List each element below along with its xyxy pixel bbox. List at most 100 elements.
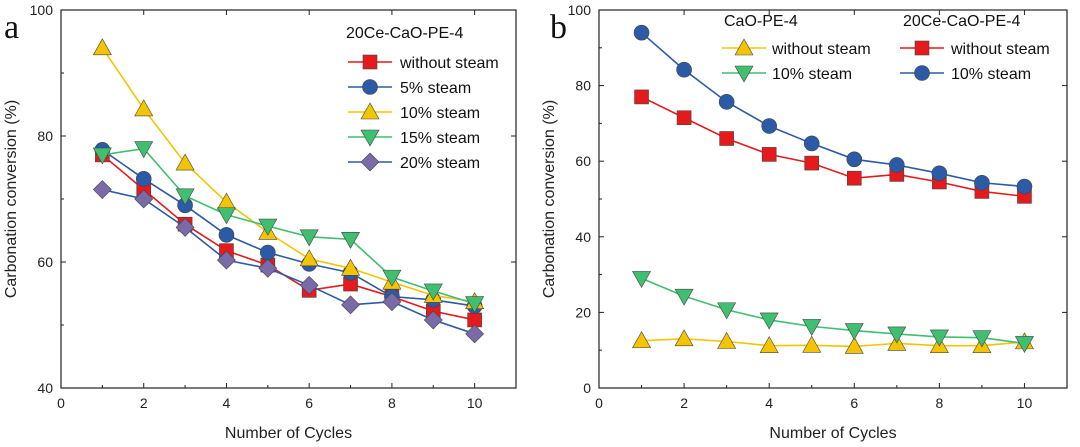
data-point [802,319,822,336]
legend-label: 10% steam [951,66,1031,83]
data-point [134,99,154,117]
data-point [382,269,402,287]
legend-marker [734,65,754,83]
data-point [844,336,864,354]
x-tick-label: 8 [388,395,396,411]
data-point [175,188,195,206]
x-tick-label: 6 [305,395,313,411]
data-point [929,329,949,347]
data-point [761,147,777,162]
data-point [803,135,820,152]
x-tick-label: 10 [467,395,483,411]
x-axis-label: Number of Cycles [225,425,352,442]
series-10-steam [632,271,1034,354]
legend-marker [734,38,754,56]
data-point [1016,178,1033,195]
data-point [341,295,360,315]
series-line [101,154,475,321]
x-tick-label: 4 [223,395,231,411]
x-tick-label: 2 [680,395,688,411]
data-point [134,141,154,159]
series-without-steam [632,329,1034,354]
legend-label: 20% steam [400,155,480,172]
legend-marker [914,65,930,81]
data-point [341,258,361,276]
series-without-steam [634,89,1032,204]
series-line [641,277,1025,345]
series-line [102,147,475,305]
series-line [641,32,1025,188]
data-point [218,227,235,243]
data-point [802,335,822,353]
data-point [258,258,278,278]
panel-a: a 0 2 4 6 8 10 40 60 80 100 Number of Cycles Carbona… [3,2,517,442]
data-point [465,296,485,314]
x-tick-label: 4 [765,395,773,411]
x-tick-label: 6 [850,395,858,411]
data-point [260,244,276,261]
legend-group-title: 20Ce-CaO-PE-4 [903,13,1020,30]
data-point [633,24,650,41]
data-point [465,324,485,344]
legend-marker [360,102,380,120]
y-tick-label: 80 [575,78,591,94]
data-point [341,232,361,249]
series-line [102,188,475,335]
data-point [92,180,112,199]
legend-label: 5% steam [400,80,471,97]
data-point [761,118,777,134]
x-tick-label: 8 [935,395,943,411]
data-point [258,218,278,236]
data-point [718,94,735,110]
data-point [887,326,907,344]
legend-title: 20Ce-CaO-PE-4 [346,25,463,42]
data-point [175,217,195,237]
series-without-steam [95,147,482,328]
data-point [217,250,236,270]
legend-label: without steam [950,41,1050,58]
series-20-steam [92,180,485,344]
data-point [1014,336,1034,354]
series-line [101,47,475,303]
legend-marker [362,79,378,95]
panel-letter: b [550,9,567,46]
data-point [717,302,737,320]
y-tick-label: 60 [37,254,53,270]
data-point [423,283,443,301]
data-point [674,288,694,306]
data-point [759,336,779,353]
legend-marker [914,40,930,56]
y-axis-label: Carbonation conversion (%) [541,100,558,298]
legend-marker [362,54,378,70]
data-point [632,271,652,288]
y-tick-label: 40 [575,229,591,245]
data-point [299,275,319,295]
data-point [423,310,443,330]
panel-letter: a [4,9,19,46]
data-point [674,329,694,347]
x-tick-label: 10 [1017,395,1033,411]
x-axis-label: Number of Cycles [769,425,896,442]
data-point [889,157,905,173]
data-point [92,147,112,165]
legend-group-title: CaO-PE-4 [724,13,798,30]
x-axis-ticks: 0 2 4 6 8 10 [57,10,483,411]
data-point [216,207,236,225]
data-point [175,153,195,171]
data-point [844,323,864,341]
data-point [804,155,820,171]
data-point [299,249,319,267]
data-point [846,170,862,186]
y-tick-label: 100 [30,2,54,18]
y-tick-label: 0 [583,380,591,396]
data-point [974,174,990,191]
series-10-steam [633,24,1033,195]
data-point [92,38,112,56]
data-point [676,61,692,78]
y-axis-label: Carbonation conversion (%) [3,100,20,298]
data-point [299,229,319,247]
x-tick-label: 2 [140,395,148,411]
series-line [101,149,475,307]
series-line [641,96,1025,198]
data-point [134,189,154,209]
